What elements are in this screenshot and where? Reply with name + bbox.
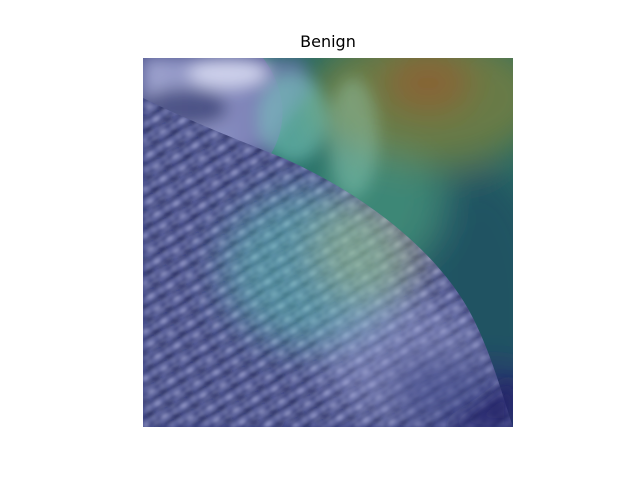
plot-title: Benign bbox=[300, 32, 356, 51]
mammogram-heatmap-icon bbox=[143, 58, 513, 427]
mammogram-heatmap-image bbox=[143, 58, 513, 427]
